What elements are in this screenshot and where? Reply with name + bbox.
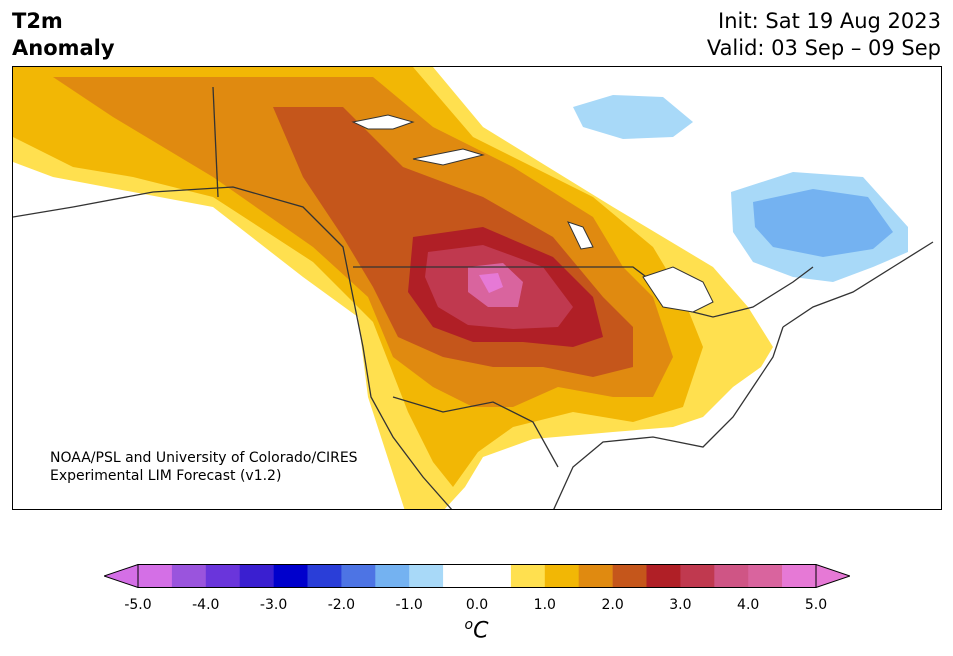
lake-winnipeg: [567, 221, 594, 250]
unit-degree: o: [464, 617, 474, 633]
cool-shading: [573, 95, 908, 282]
atlantic-coast: [782, 241, 934, 328]
colorbar-band: [578, 564, 613, 588]
mexico-border: [392, 396, 559, 468]
colorbar-tick-label: 5.0: [804, 597, 828, 613]
credit-text: NOAA/PSL and University of Colorado/CIRE…: [50, 449, 358, 485]
colorbar-band: [138, 564, 173, 588]
warm-band-8c: [479, 273, 503, 293]
colorbar-tick-label: -4.0: [192, 597, 220, 613]
colorbar-tick-label: 2.0: [601, 597, 624, 613]
colorbar-band: [544, 564, 579, 588]
great-bear-lake: [351, 114, 415, 130]
colorbar-band: [748, 564, 783, 588]
colorbar-ticks: -5.0 -4.0 -3.0 -2.0 -1.0 0.0 1.0 2.0 3.0 4.0 5.0: [0, 597, 953, 617]
colorbar-tick-label: -3.0: [259, 597, 288, 613]
map-canvas: [13, 67, 934, 509]
colorbar-band: [341, 564, 376, 588]
great-lakes: [642, 266, 714, 313]
colorbar-band: [612, 564, 647, 588]
colorbar-outline: [137, 564, 817, 588]
colorbar-band: [782, 564, 817, 588]
cool-band-minus1c-north: [573, 95, 693, 139]
unit-letter: C: [473, 618, 489, 644]
colorbar-unit: oC: [0, 617, 953, 643]
colorbar-tick-label: -5.0: [124, 597, 152, 613]
map-title: T2m Anomaly: [12, 8, 115, 62]
colorbar-band: [409, 564, 444, 588]
great-slave-lake: [412, 148, 485, 166]
colorbar-band: [307, 564, 342, 588]
colorbar-band: [646, 564, 681, 588]
colorbar-tick-label: -1.0: [395, 597, 423, 613]
gulf-coast: [553, 326, 784, 509]
valid-dates: Valid: 03 Sep – 09 Sep: [706, 36, 941, 60]
colorbar-tick-label: 1.0: [533, 597, 556, 613]
alaska-border: [212, 86, 219, 198]
colorbar-band: [443, 564, 478, 588]
colorbar-band: [205, 564, 240, 588]
colorbar-extend-low: [104, 564, 139, 588]
anomaly-shading: [13, 67, 773, 509]
colorbar-band: [477, 564, 512, 588]
colorbar-band: [239, 564, 274, 588]
pacific-coast: [13, 186, 453, 509]
colorbar-band: [680, 564, 715, 588]
colorbar-band: [510, 564, 546, 588]
anomaly-map: NOAA/PSL and University of Colorado/CIRE…: [12, 66, 942, 510]
forecast-dates: Init: Sat 19 Aug 2023 Valid: 03 Sep – 09…: [707, 8, 941, 62]
lakes: [351, 114, 714, 313]
credit-line-1: NOAA/PSL and University of Colorado/CIRE…: [50, 450, 358, 466]
colorbar-tick-label: 0.0: [465, 597, 489, 613]
colorbar-tick-label: 3.0: [669, 597, 692, 613]
colorbar-band: [714, 564, 749, 588]
init-date: Init: Sat 19 Aug 2023: [718, 9, 941, 33]
colorbar: [104, 564, 850, 588]
colorbar-band: [375, 564, 410, 588]
title-line-1: T2m: [12, 9, 63, 33]
title-line-2: Anomaly: [12, 36, 115, 60]
colorbar-band: [171, 564, 207, 588]
colorbar-tick-label: -2.0: [327, 597, 356, 613]
credit-line-2: Experimental LIM Forecast (v1.2): [50, 468, 282, 484]
cool-band-minus2c-quebec: [753, 189, 893, 257]
colorbar-tick-label: 4.0: [737, 597, 760, 613]
colorbar-band: [273, 564, 308, 588]
colorbar-extend-high: [815, 564, 850, 588]
